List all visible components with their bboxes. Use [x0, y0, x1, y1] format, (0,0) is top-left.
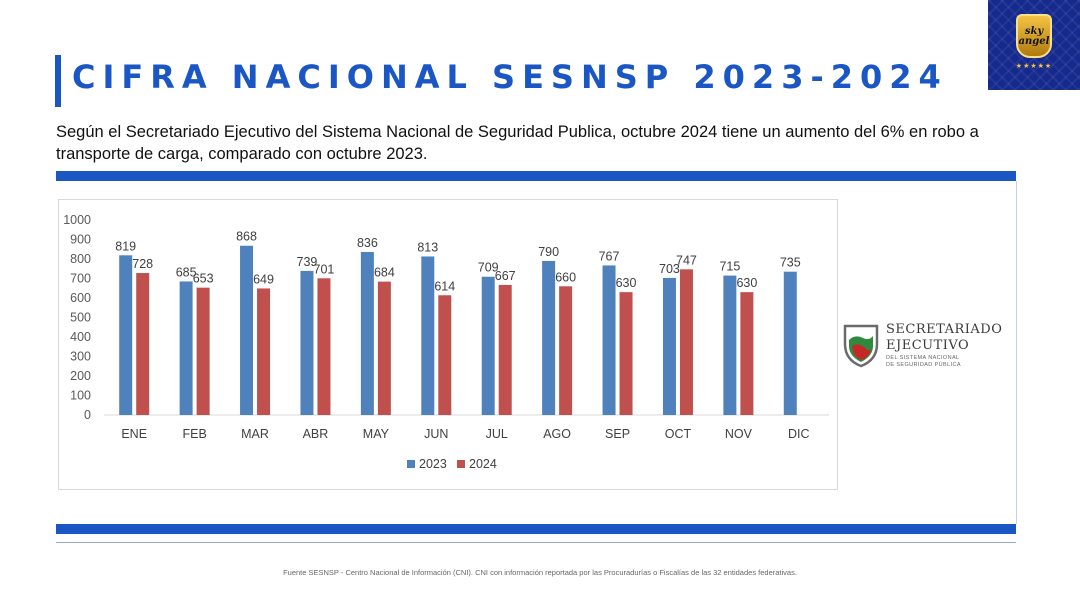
- y-tick-label: 900: [70, 233, 91, 247]
- y-tick-label: 400: [70, 330, 91, 344]
- logo-stars: ★★★★★: [1015, 63, 1053, 70]
- x-tick-label: MAR: [241, 427, 269, 441]
- right-border-line: [1016, 181, 1017, 524]
- chart-frame: 0 100 200 300 400 500 600 700 800 900 1000 819 728 EN…: [58, 199, 838, 490]
- sesnsp-line4: DE SEGURIDAD PÚBLICA: [886, 362, 961, 368]
- y-tick-label: 0: [84, 408, 91, 422]
- bar-2024-ene: [136, 273, 150, 415]
- data-label: 614: [434, 279, 455, 293]
- data-label: 684: [374, 266, 395, 280]
- bar-2023-oct: [662, 277, 676, 415]
- data-label: 649: [253, 272, 274, 286]
- data-label: 660: [555, 270, 576, 284]
- data-label: 790: [538, 245, 559, 259]
- x-tick-label: SEP: [605, 427, 630, 441]
- data-label: 747: [676, 253, 697, 267]
- data-label: 630: [736, 276, 757, 290]
- legend-label: 2023: [419, 457, 447, 471]
- data-label: 701: [314, 262, 335, 276]
- data-label: 739: [297, 255, 318, 269]
- data-label: 685: [176, 265, 197, 279]
- x-tick-label: AGO: [543, 427, 571, 441]
- bar-2023-nov: [723, 275, 737, 415]
- bar-2024-ago: [559, 286, 573, 415]
- shield-icon: [843, 324, 879, 368]
- data-label: 653: [193, 272, 214, 286]
- data-label: 715: [719, 260, 740, 274]
- bar-2024-nov: [740, 292, 754, 415]
- data-label: 667: [495, 269, 516, 283]
- bar-2024-feb: [196, 287, 210, 415]
- x-tick-label: ENE: [121, 427, 147, 441]
- bar-2023-dic: [783, 271, 797, 415]
- y-tick-label: 700: [70, 272, 91, 286]
- bar-2023-abr: [300, 270, 314, 415]
- y-tick-label: 200: [70, 369, 91, 383]
- title-accent-bar: [55, 55, 61, 107]
- bar-2023-jul: [481, 276, 495, 415]
- logo-badge-icon: sky angel: [1016, 14, 1052, 58]
- x-tick-label: MAY: [363, 427, 390, 441]
- bar-chart: 0 100 200 300 400 500 600 700 800 900 1000 819 728 EN…: [63, 213, 829, 471]
- data-label: 630: [616, 276, 637, 290]
- bar-2023-mar: [240, 245, 254, 415]
- bar-2024-mar: [257, 288, 271, 415]
- x-tick-label: ABR: [303, 427, 329, 441]
- data-label: 819: [115, 239, 136, 253]
- data-label: 767: [599, 249, 620, 263]
- y-tick-label: 300: [70, 350, 91, 364]
- source-footnote: Fuente SESNSP - Centro Nacional de Infor…: [283, 568, 797, 577]
- y-tick-label: 500: [70, 311, 91, 325]
- bar-2024-jun: [438, 295, 452, 415]
- sesnsp-line3: DEL SISTEMA NACIONAL: [886, 355, 960, 361]
- bar-2024-jul: [498, 284, 512, 415]
- page-title: CIFRA NACIONAL SESNSP 2023-2024: [72, 58, 948, 96]
- bar-2024-may: [377, 281, 391, 415]
- data-label: 709: [478, 261, 499, 275]
- bar-2023-ene: [119, 255, 133, 415]
- bar-2023-may: [360, 251, 374, 415]
- x-tick-label: JUL: [486, 427, 508, 441]
- y-tick-label: 800: [70, 252, 91, 266]
- data-label: 813: [417, 240, 438, 254]
- x-tick-label: OCT: [665, 427, 692, 441]
- data-label: 836: [357, 236, 378, 250]
- thin-divider: [56, 542, 1016, 543]
- sesnsp-line1: SECRETARIADO: [886, 322, 1003, 337]
- x-tick-label: DIC: [788, 427, 810, 441]
- data-label: 703: [659, 262, 680, 276]
- logo-text: sky angel: [1018, 26, 1050, 47]
- bar-2024-oct: [679, 269, 693, 415]
- legend-swatch-2023: [407, 460, 415, 468]
- bar-2023-feb: [179, 281, 193, 415]
- y-tick-label: 600: [70, 291, 91, 305]
- top-divider: [56, 171, 1016, 181]
- data-label: 735: [780, 256, 801, 270]
- y-tick-label: 1000: [63, 213, 91, 227]
- data-label: 868: [236, 230, 257, 244]
- sesnsp-line2: EJECUTIVO: [886, 338, 970, 353]
- bar-2024-abr: [317, 278, 331, 415]
- x-tick-label: JUN: [424, 427, 448, 441]
- x-tick-label: NOV: [725, 427, 753, 441]
- y-tick-label: 100: [70, 389, 91, 403]
- sky-angel-logo: sky angel ★★★★★: [988, 0, 1080, 90]
- bar-2023-jun: [421, 256, 435, 415]
- legend-label: 2024: [469, 457, 497, 471]
- data-label: 728: [132, 257, 153, 271]
- legend-swatch-2024: [457, 460, 465, 468]
- page-subtitle: Según el Secretariado Ejecutivo del Sist…: [56, 123, 979, 163]
- bar-2024-sep: [619, 292, 633, 415]
- x-tick-label: FEB: [182, 427, 206, 441]
- bar-2023-ago: [542, 260, 556, 415]
- bar-2023-sep: [602, 265, 616, 415]
- sesnsp-logo: SECRETARIADO EJECUTIVO DEL SISTEMA NACIO…: [843, 320, 1018, 372]
- bottom-divider: [56, 524, 1016, 534]
